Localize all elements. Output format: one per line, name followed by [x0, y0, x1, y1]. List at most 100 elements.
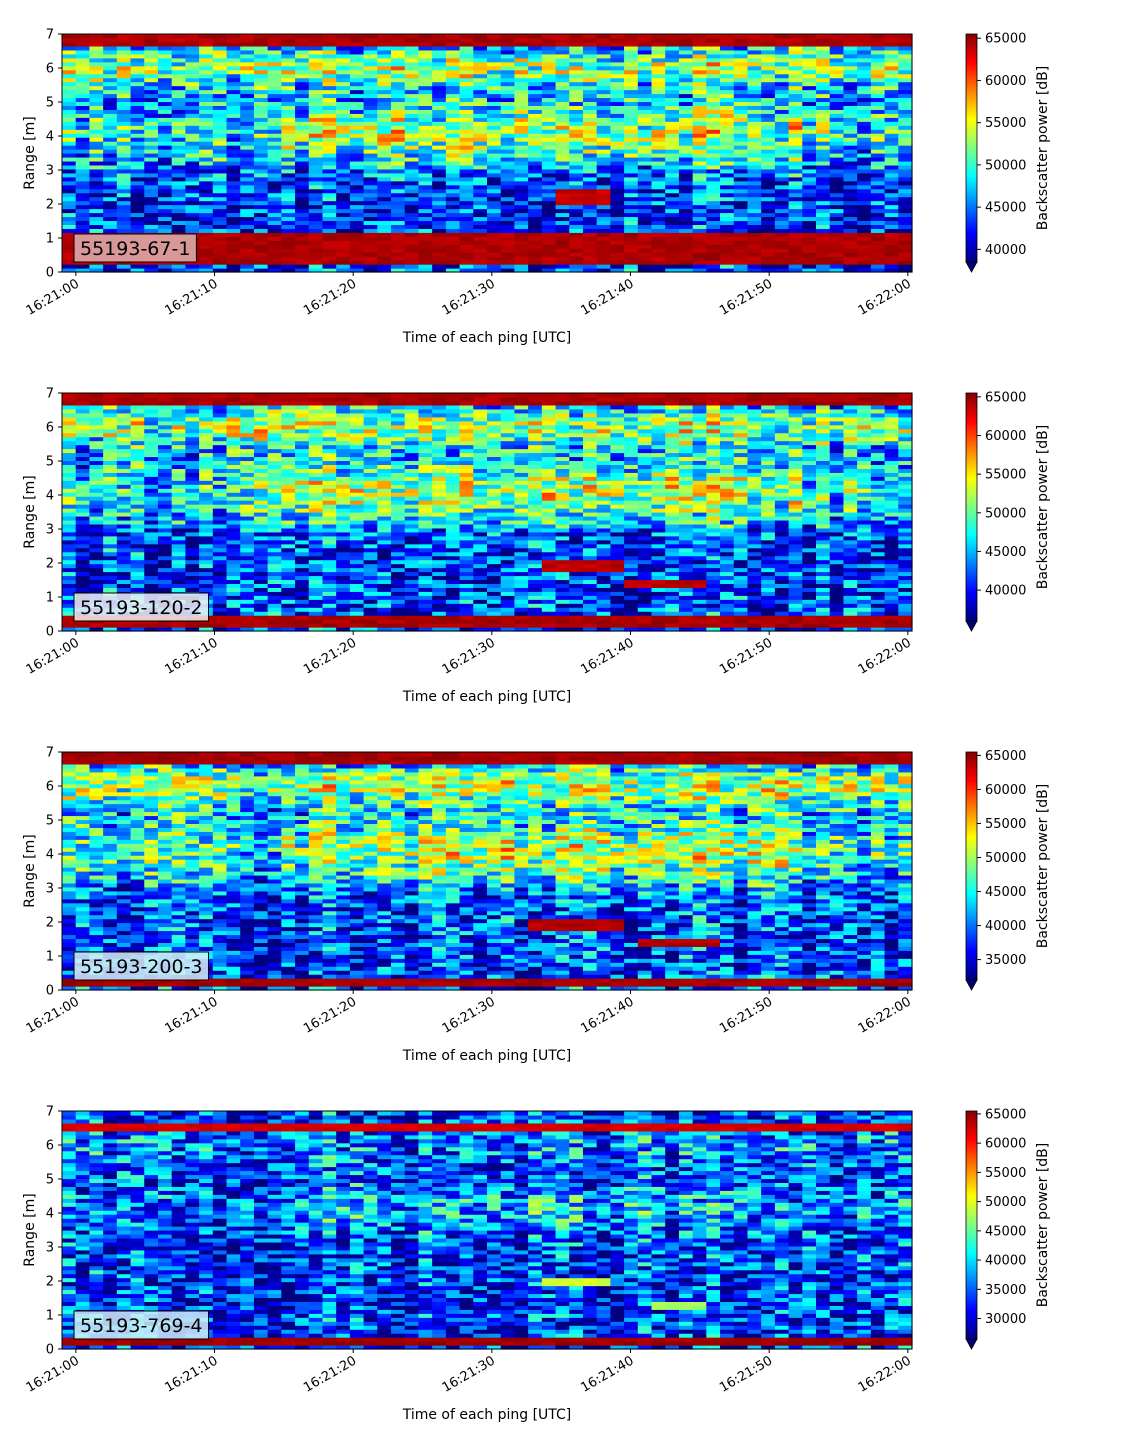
heatmap-cell — [569, 85, 584, 91]
heatmap-cell — [637, 153, 653, 158]
heatmap-cell — [432, 240, 447, 245]
heatmap-cell — [267, 212, 282, 218]
heatmap-cell — [89, 192, 104, 198]
heatmap-cell — [377, 212, 392, 218]
heatmap-cell — [843, 57, 858, 63]
heatmap-cell — [377, 204, 392, 210]
heatmap-cell — [130, 424, 145, 430]
heatmap-cell — [596, 232, 611, 237]
heatmap-cell — [171, 85, 186, 91]
heatmap-cell — [336, 168, 351, 174]
heatmap-cell — [706, 105, 721, 110]
heatmap-cell — [116, 180, 132, 186]
heatmap-cell — [582, 69, 598, 75]
heatmap-cell — [788, 172, 803, 178]
heatmap-cell — [267, 133, 282, 138]
heatmap-cell — [185, 508, 200, 513]
heatmap-cell — [528, 34, 543, 39]
heatmap-cell — [788, 200, 803, 206]
heatmap-cell — [336, 176, 351, 182]
heatmap-cell — [75, 424, 91, 430]
heatmap-cell — [226, 137, 241, 142]
heatmap-cell — [89, 34, 104, 39]
heatmap-cell — [843, 212, 858, 218]
heatmap-cell — [171, 220, 186, 225]
heatmap-cell — [281, 228, 296, 233]
heatmap-cell — [336, 204, 351, 210]
heatmap-cell — [185, 101, 200, 106]
heatmap-cell — [253, 117, 269, 122]
heatmap-cell — [116, 65, 132, 71]
heatmap-cell — [555, 256, 570, 261]
heatmap-cell — [322, 172, 337, 178]
heatmap-cell — [144, 456, 159, 462]
heatmap-cell — [144, 563, 159, 569]
heatmap-cell — [130, 492, 145, 497]
heatmap-cell — [761, 248, 776, 253]
heatmap-cell — [336, 268, 351, 273]
heatmap-cell — [116, 539, 132, 545]
heatmap-cell — [678, 232, 694, 237]
heatmap-cell — [322, 125, 337, 130]
heatmap-cell — [692, 57, 707, 63]
heatmap-cell — [418, 260, 433, 265]
heatmap-cell — [404, 85, 420, 91]
heatmap-cell — [541, 37, 557, 43]
heatmap-cell — [788, 145, 803, 150]
colorbar-segment — [966, 92, 977, 96]
heatmap-cell — [281, 34, 296, 39]
heatmap-cell — [103, 412, 118, 418]
colorbar-segment — [966, 100, 977, 103]
heatmap-cell — [253, 184, 269, 190]
heatmap-cell — [253, 400, 269, 406]
heatmap-cell — [555, 45, 570, 51]
heatmap-cell — [199, 571, 214, 577]
heatmap-cell — [473, 196, 488, 202]
heatmap-cell — [459, 180, 474, 186]
heatmap-cell — [226, 543, 241, 549]
heatmap-cell — [336, 137, 351, 142]
heatmap-cell — [843, 180, 858, 186]
heatmap-cell — [843, 188, 858, 194]
heatmap-cell — [212, 69, 228, 75]
heatmap-cell — [171, 268, 186, 273]
heatmap-cell — [733, 141, 749, 146]
heatmap-cell — [637, 81, 653, 87]
heatmap-cell — [267, 456, 282, 462]
heatmap-cell — [226, 184, 241, 190]
heatmap-cell — [678, 113, 694, 118]
heatmap-cell — [281, 615, 296, 620]
heatmap-cell — [212, 137, 228, 142]
heatmap-cell — [253, 535, 269, 541]
heatmap-cell — [349, 220, 365, 225]
heatmap-cell — [541, 61, 557, 67]
heatmap-cell — [171, 488, 186, 493]
heatmap-cell — [747, 260, 762, 265]
heatmap-cell — [706, 216, 721, 222]
heatmap-cell — [295, 603, 310, 608]
heatmap-cell — [555, 172, 570, 178]
heatmap-cell — [596, 69, 611, 75]
heatmap-cell — [816, 268, 831, 273]
heatmap-cell — [322, 53, 337, 59]
heatmap-cell — [171, 180, 186, 186]
heatmap-cell — [253, 567, 269, 573]
heatmap-cell — [363, 172, 378, 178]
heatmap-cell — [295, 559, 310, 565]
heatmap-cell — [637, 85, 653, 91]
heatmap-cell — [870, 224, 886, 229]
heatmap-cell — [62, 212, 77, 218]
heatmap-cell — [733, 113, 749, 118]
heatmap-cell — [253, 432, 269, 438]
heatmap-cell — [761, 256, 776, 261]
heatmap-cell — [349, 232, 365, 237]
heatmap-cell — [377, 192, 392, 198]
heatmap-cell — [500, 89, 516, 95]
heatmap-cell — [62, 168, 77, 174]
heatmap-cell — [678, 252, 694, 257]
heatmap-cell — [445, 61, 461, 67]
heatmap-cell — [62, 192, 77, 198]
heatmap-cell — [157, 408, 173, 414]
heatmap-cell — [199, 220, 214, 225]
heatmap-cell — [733, 200, 749, 206]
